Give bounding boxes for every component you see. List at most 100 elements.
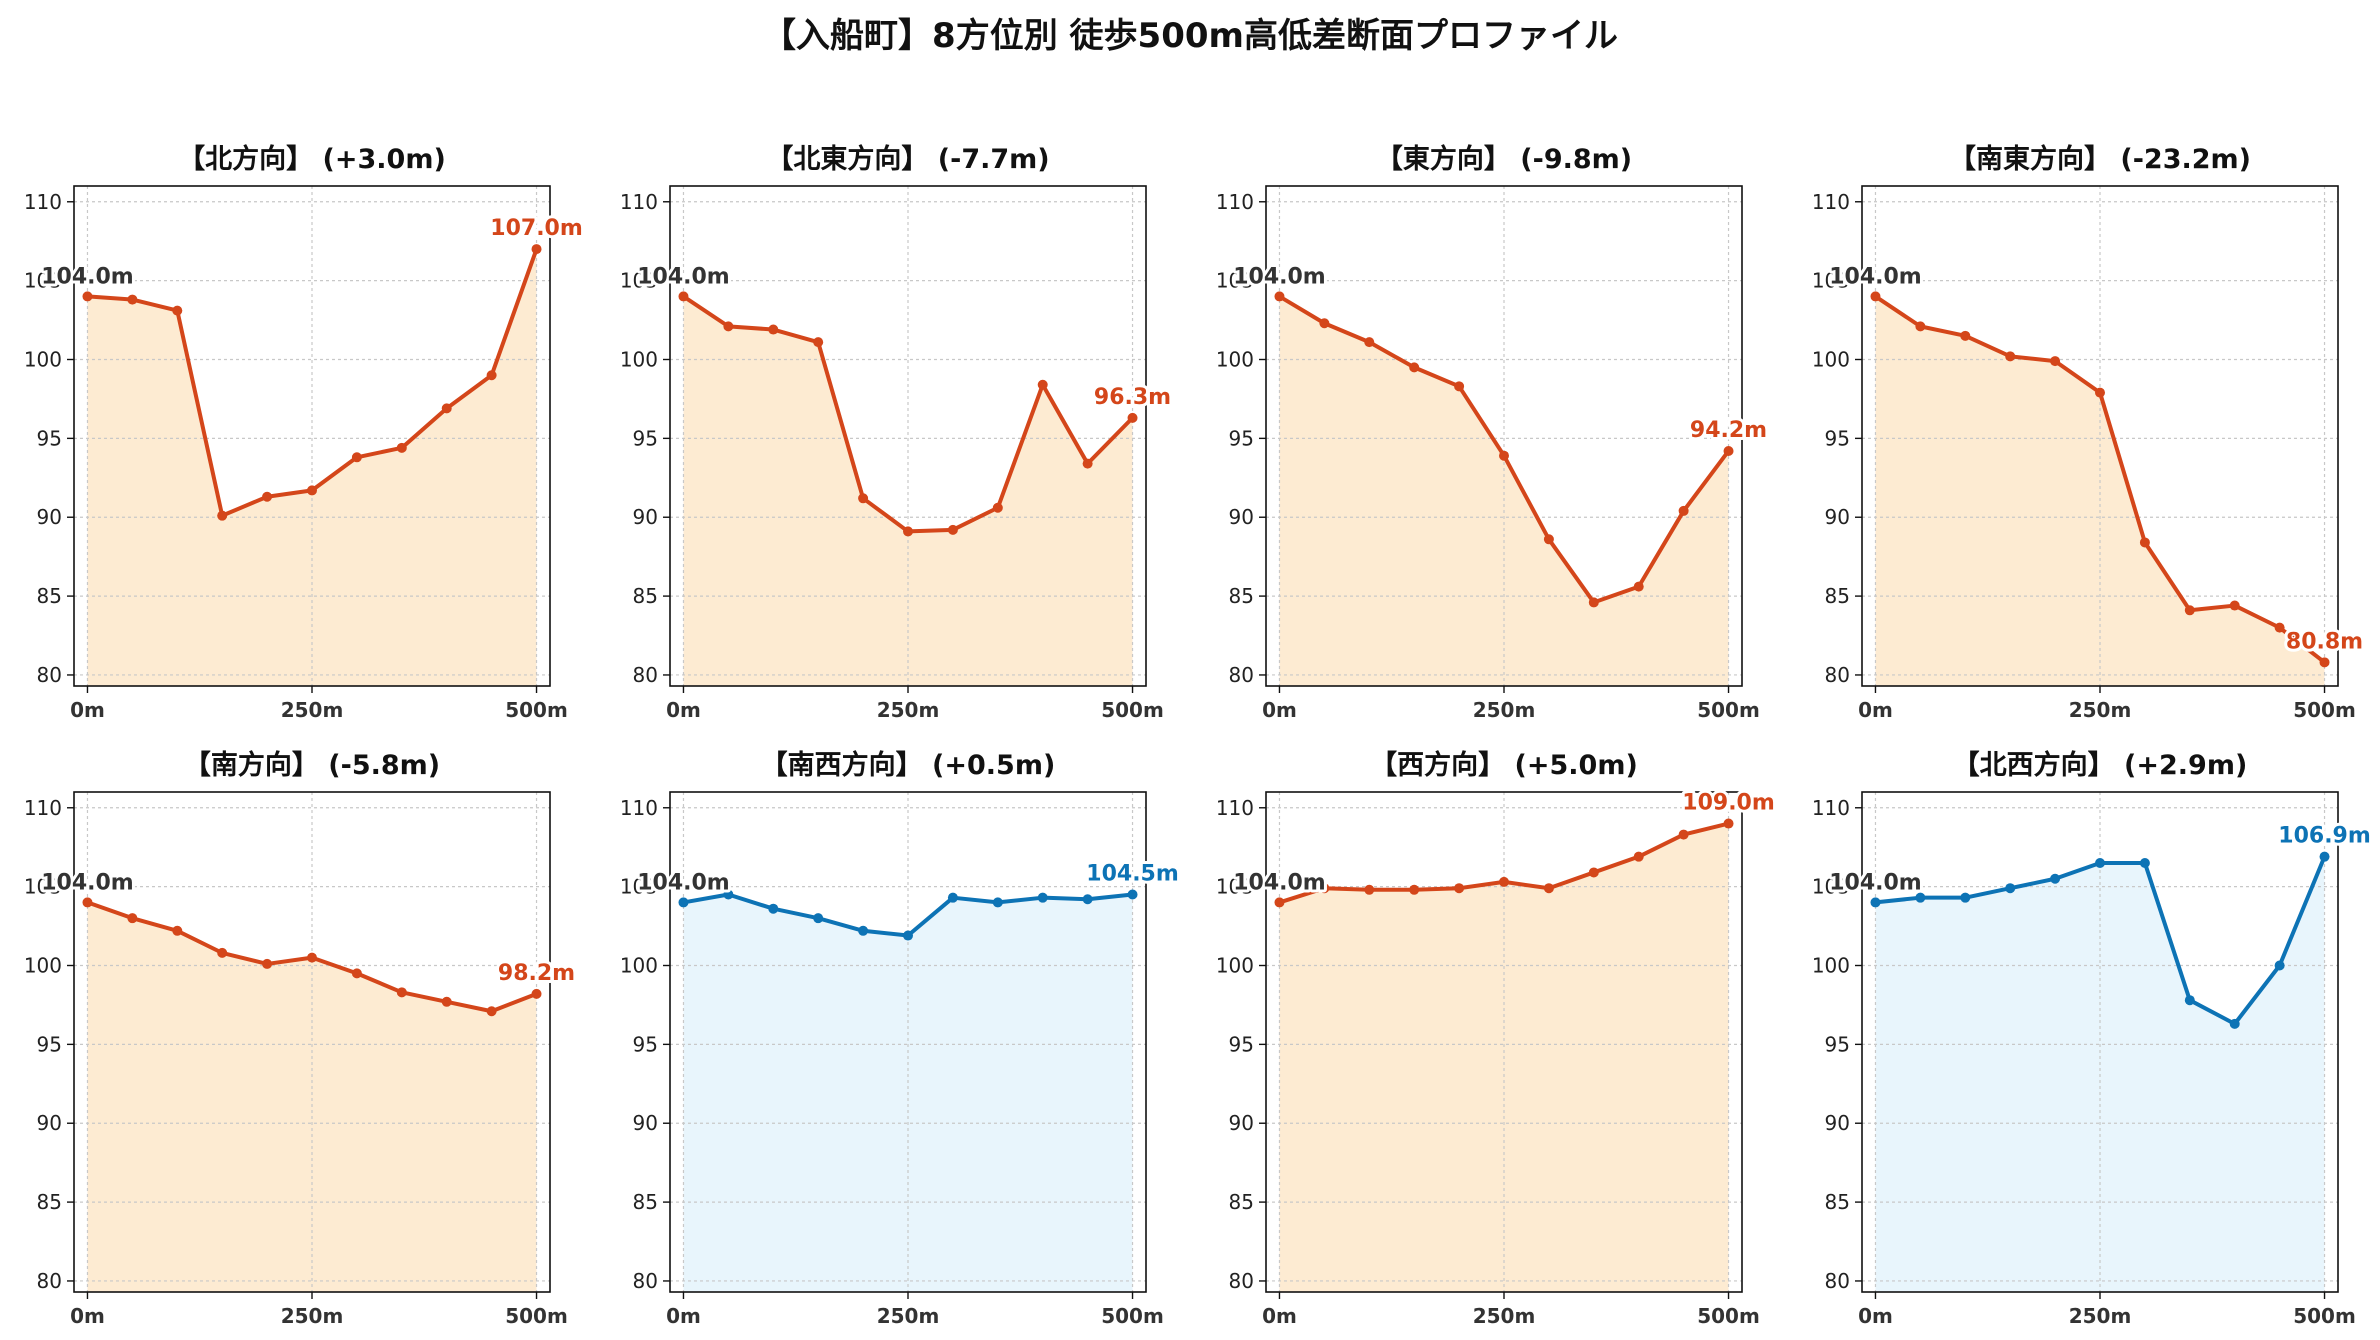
data-point bbox=[396, 987, 407, 998]
start-label: 104.0m bbox=[637, 870, 730, 895]
data-point bbox=[82, 897, 93, 908]
x-tick-label: 250m bbox=[281, 1304, 344, 1328]
data-point bbox=[307, 952, 317, 963]
data-point bbox=[2139, 537, 2150, 548]
y-tick-label: 95 bbox=[37, 426, 62, 450]
y-tick-label: 100 bbox=[24, 348, 62, 372]
data-point bbox=[1127, 412, 1138, 423]
x-tick-label: 0m bbox=[70, 698, 105, 722]
y-tick-label: 105 bbox=[1216, 269, 1254, 293]
data-point bbox=[127, 913, 138, 924]
data-point bbox=[217, 510, 228, 521]
y-tick-label: 80 bbox=[37, 1269, 62, 1293]
y-tick-label: 105 bbox=[1216, 875, 1254, 899]
panel-title: 【北東方向】 (-7.7m) bbox=[766, 143, 1049, 175]
x-tick-label: 500m bbox=[1697, 1304, 1760, 1328]
y-tick-label: 100 bbox=[620, 348, 658, 372]
data-point bbox=[1870, 897, 1881, 908]
y-tick-label: 110 bbox=[620, 190, 658, 214]
data-point bbox=[1915, 892, 1926, 903]
y-tick-label: 100 bbox=[1216, 954, 1254, 978]
y-tick-label: 80 bbox=[1825, 663, 1850, 687]
data-point bbox=[2319, 657, 2330, 668]
y-tick-label: 95 bbox=[37, 1032, 62, 1056]
figure-title: 【入船町】8方位別 徒歩500m高低差断面プロファイル bbox=[762, 16, 1618, 56]
y-tick-label: 95 bbox=[633, 426, 658, 450]
end-label: 107.0m bbox=[490, 216, 583, 241]
data-point bbox=[1319, 883, 1330, 894]
y-tick-label: 95 bbox=[1229, 426, 1254, 450]
y-tick-label: 105 bbox=[620, 875, 658, 899]
x-tick-label: 0m bbox=[1858, 698, 1893, 722]
start-label: 104.0m bbox=[1233, 870, 1326, 895]
y-tick-label: 110 bbox=[620, 796, 658, 820]
panel-8: 【北西方向】 (+2.9m) 80 85 90 95 100 105 110 0m 250m 500… bbox=[1812, 749, 2374, 1328]
data-point bbox=[1543, 534, 1554, 545]
y-tick-label: 80 bbox=[1229, 663, 1254, 687]
data-point bbox=[127, 294, 138, 305]
data-point bbox=[768, 903, 779, 914]
data-point bbox=[947, 892, 958, 903]
y-tick-label: 95 bbox=[1825, 1032, 1850, 1056]
y-tick-label: 80 bbox=[633, 663, 658, 687]
data-point bbox=[1454, 381, 1465, 392]
data-point bbox=[2139, 857, 2150, 868]
data-point bbox=[2095, 387, 2105, 398]
x-tick-label: 0m bbox=[666, 698, 701, 722]
x-tick-label: 0m bbox=[1262, 698, 1297, 722]
data-point bbox=[262, 958, 273, 969]
data-point bbox=[903, 930, 913, 941]
data-point bbox=[531, 988, 542, 999]
panel-title: 【北西方向】 (+2.9m) bbox=[1953, 749, 2248, 781]
data-point bbox=[172, 305, 183, 316]
data-point bbox=[992, 897, 1003, 908]
y-tick-label: 105 bbox=[24, 875, 62, 899]
data-point bbox=[351, 452, 362, 463]
panel-6: 【南西方向】 (+0.5m) 80 85 90 95 100 105 110 0m 250m 500… bbox=[620, 749, 1182, 1328]
data-point bbox=[813, 337, 824, 348]
data-point bbox=[813, 913, 824, 924]
x-tick-label: 0m bbox=[70, 1304, 105, 1328]
data-point bbox=[396, 442, 407, 453]
elevation-fill bbox=[87, 249, 537, 686]
panel-7: 【西方向】 (+5.0m) 80 85 90 95 100 105 110 0m 250m 500m… bbox=[1216, 749, 1778, 1328]
data-point bbox=[678, 291, 689, 302]
data-point bbox=[2005, 351, 2016, 362]
panel-title: 【南西方向】 (+0.5m) bbox=[761, 749, 1056, 781]
data-point bbox=[2274, 622, 2285, 633]
elevation-fill bbox=[683, 296, 1133, 686]
data-point bbox=[1082, 894, 1093, 905]
end-label: 109.0m bbox=[1682, 791, 1775, 816]
y-tick-label: 90 bbox=[1229, 505, 1254, 529]
data-point bbox=[2229, 1018, 2240, 1029]
data-point bbox=[531, 244, 542, 255]
data-point bbox=[351, 968, 362, 979]
data-point bbox=[2184, 605, 2195, 616]
y-tick-label: 105 bbox=[1812, 875, 1850, 899]
x-tick-label: 0m bbox=[1262, 1304, 1297, 1328]
data-point bbox=[486, 1006, 497, 1017]
x-tick-label: 500m bbox=[1101, 1304, 1164, 1328]
y-tick-label: 85 bbox=[37, 584, 62, 608]
elevation-fill bbox=[1875, 296, 2325, 686]
y-tick-label: 85 bbox=[37, 1190, 62, 1214]
data-point bbox=[1364, 884, 1375, 895]
x-tick-label: 500m bbox=[505, 698, 568, 722]
y-tick-label: 90 bbox=[1229, 1111, 1254, 1135]
x-tick-label: 500m bbox=[1697, 698, 1760, 722]
panel-1: 【北方向】 (+3.0m) 80 85 90 95 100 105 110 0m 250m 500m… bbox=[24, 143, 586, 722]
data-point bbox=[262, 491, 273, 502]
data-point bbox=[82, 291, 93, 302]
panel-3: 【東方向】 (-9.8m) 80 85 90 95 100 105 110 0m 250m 500m… bbox=[1216, 143, 1770, 722]
y-tick-label: 110 bbox=[1812, 190, 1850, 214]
y-tick-label: 110 bbox=[1812, 796, 1850, 820]
end-label: 96.3m bbox=[1094, 385, 1171, 410]
data-point bbox=[2184, 995, 2195, 1006]
data-point bbox=[217, 947, 228, 958]
x-tick-label: 250m bbox=[1473, 1304, 1536, 1328]
data-point bbox=[678, 897, 689, 908]
data-point bbox=[1960, 892, 1971, 903]
data-point bbox=[1633, 851, 1644, 862]
data-point bbox=[1127, 889, 1138, 900]
